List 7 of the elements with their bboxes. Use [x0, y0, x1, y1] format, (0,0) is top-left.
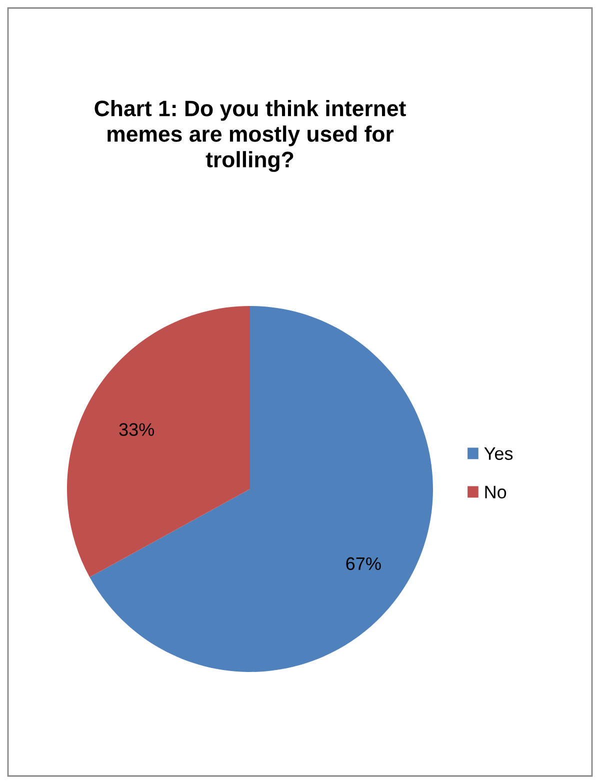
legend-label: Yes — [484, 447, 513, 460]
legend-label: No — [485, 486, 506, 498]
chart-title: Chart 1: Do you think internet memes are mostly used for trolling? — [94, 100, 406, 172]
data-label: 33% — [119, 423, 154, 436]
pie-slice — [67, 306, 250, 578]
data-label: 67% — [346, 557, 381, 570]
pie-slice — [90, 306, 433, 672]
